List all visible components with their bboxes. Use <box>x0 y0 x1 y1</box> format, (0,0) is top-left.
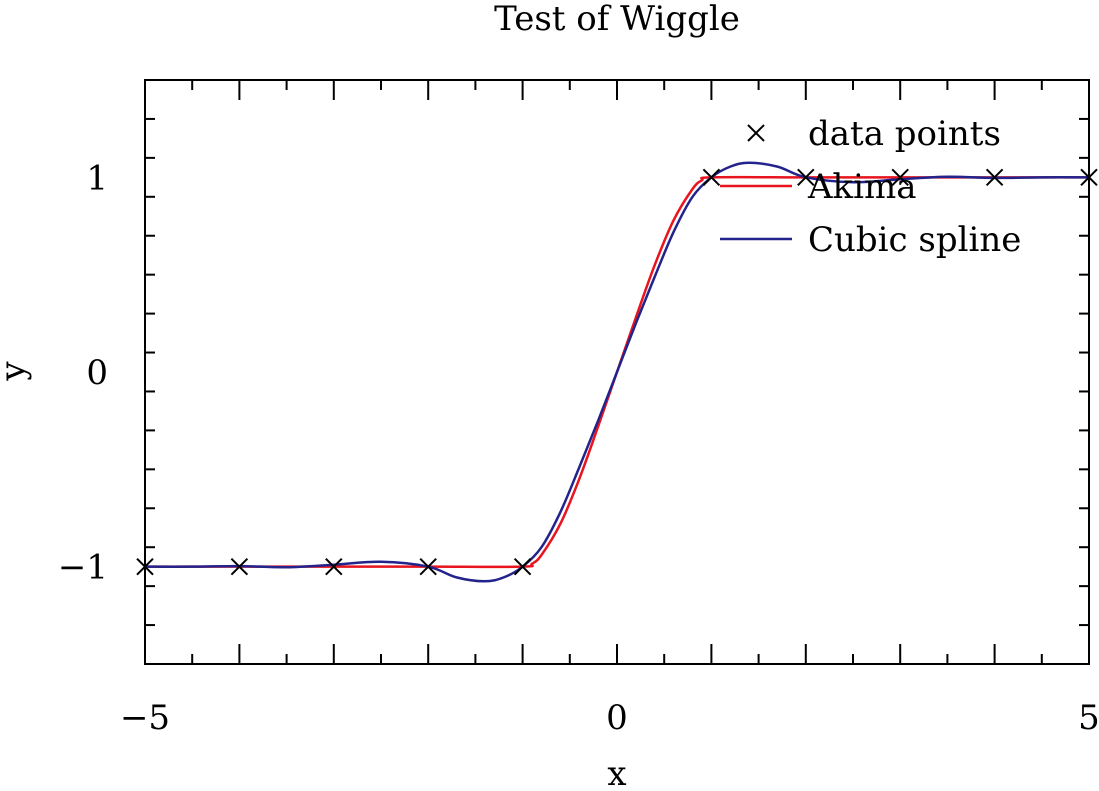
data-point-marker <box>702 168 721 187</box>
legend: data points Akima Cubic spline <box>720 114 1021 260</box>
data-point-marker <box>419 557 437 576</box>
data-point-marker <box>325 557 343 576</box>
x-axis-label: x <box>607 754 626 791</box>
y-tick-label: 1 <box>86 158 108 198</box>
y-axis-label: y <box>0 361 33 382</box>
legend-label: data points <box>808 114 1001 154</box>
data-point-marker <box>230 557 249 576</box>
tick-labels: −5 0 5 −1 0 1 <box>58 158 1099 738</box>
x-tick-label: 0 <box>606 698 628 738</box>
legend-item-data-points: data points <box>747 114 1001 154</box>
x-tick-label: 5 <box>1078 698 1099 738</box>
legend-label: Akima <box>807 167 917 207</box>
chart-title: Test of Wiggle <box>494 0 740 39</box>
legend-item-akima: Akima <box>720 167 917 207</box>
axis-ticks <box>144 79 1090 665</box>
legend-label: Cubic spline <box>808 220 1021 260</box>
y-tick-label: −1 <box>58 548 108 588</box>
y-tick-label: 0 <box>86 353 108 393</box>
data-point-marker <box>513 557 532 576</box>
legend-item-cubic-spline: Cubic spline <box>720 220 1021 260</box>
x-tick-label: −5 <box>120 698 170 738</box>
data-point-marker <box>891 168 909 187</box>
data-point-marker <box>797 168 815 187</box>
cubic-spline-line <box>144 161 1090 583</box>
legend-swatch <box>747 124 765 142</box>
plot-markers <box>136 168 1098 576</box>
data-point-marker <box>985 168 1004 187</box>
